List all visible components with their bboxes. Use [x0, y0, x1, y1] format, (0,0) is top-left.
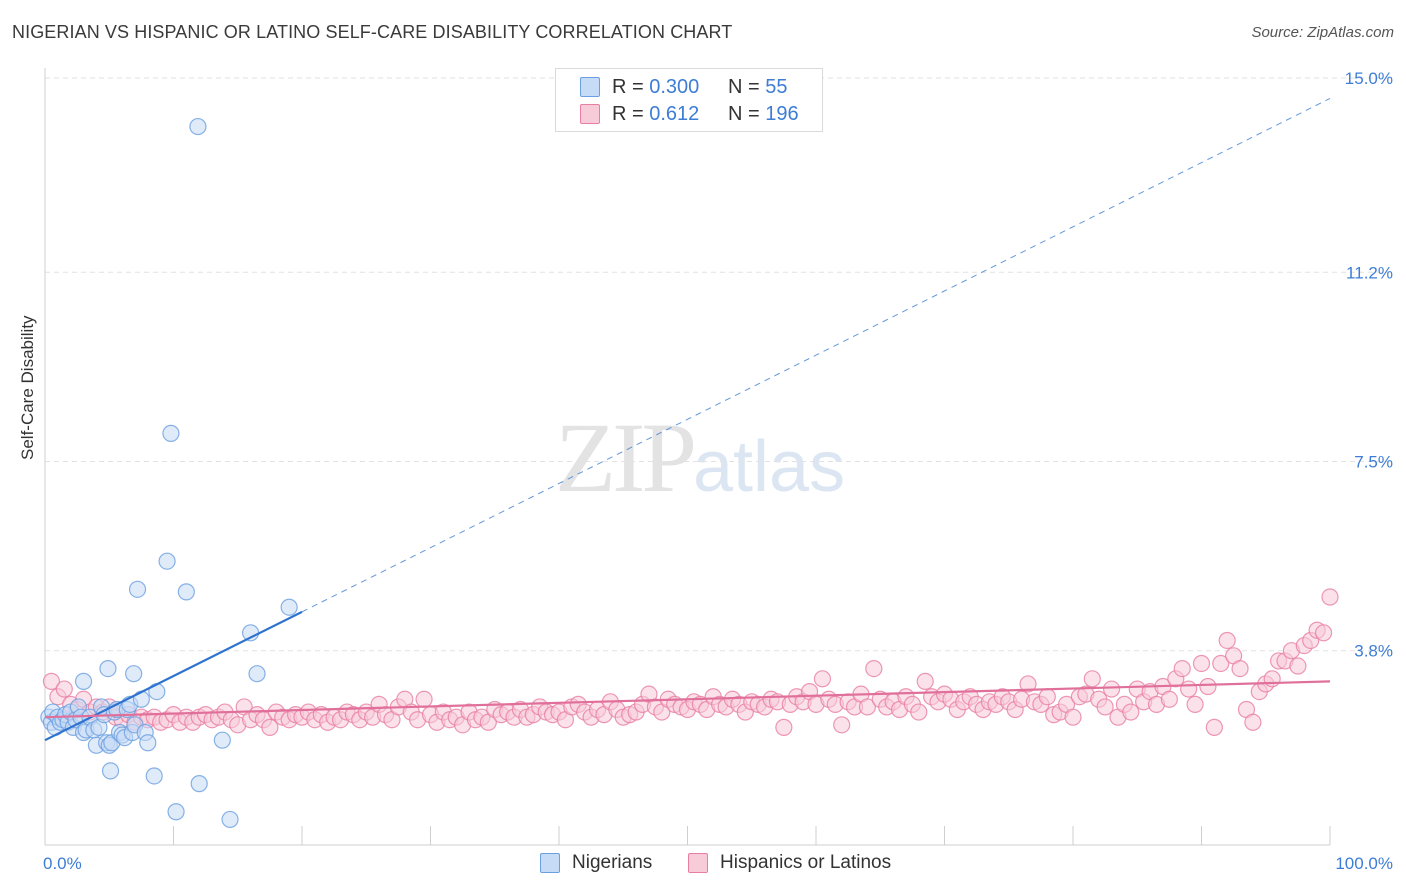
nigerian-point — [125, 665, 143, 683]
nigerian-point — [177, 583, 195, 601]
hispanic-point — [1192, 654, 1211, 673]
nigerian-point — [213, 731, 231, 749]
hispanic-point — [1038, 688, 1056, 706]
legend-r-label: R = — [612, 75, 644, 98]
hispanic-point — [55, 680, 73, 698]
hispanic-point — [415, 690, 433, 708]
legend-swatch-blue — [580, 77, 600, 97]
x-tick-label: 0.0% — [43, 854, 82, 873]
legend-n-label: N = — [728, 102, 760, 125]
hispanic-point — [1205, 718, 1223, 736]
hispanic-point — [775, 718, 793, 736]
nigerian-point — [167, 803, 185, 821]
y-tick-label: 7.5% — [1354, 453, 1393, 472]
hispanic-point — [910, 703, 928, 721]
hispanic-point — [1173, 659, 1191, 678]
nigerian-point — [158, 552, 176, 570]
y-tick-label: 15.0% — [1345, 69, 1393, 88]
hispanic-point — [1321, 588, 1339, 606]
legend-r-value: 0.300 — [649, 75, 700, 98]
nigerian-point — [280, 598, 298, 616]
x-tick-label: 100.0% — [1335, 854, 1393, 873]
watermark: ZIPatlas — [555, 400, 845, 515]
y-axis-label: Self-Care Disability — [18, 315, 37, 460]
nigerian-point — [162, 424, 180, 442]
nigerian-point — [248, 665, 266, 683]
nigerian-point — [221, 810, 239, 829]
hispanic-point — [1186, 695, 1204, 713]
hispanic-point — [865, 659, 883, 678]
y-tick-label: 3.8% — [1354, 642, 1393, 661]
hispanic-point — [916, 672, 934, 690]
hispanic-point — [813, 670, 832, 688]
hispanic-point — [1231, 659, 1249, 678]
hispanic-point — [858, 698, 877, 716]
nigerian-trend-line — [44, 610, 303, 742]
nigerian-point — [190, 775, 208, 793]
chart-title: NIGERIAN VS HISPANIC OR LATINO SELF-CARE… — [12, 22, 733, 42]
hispanic-point — [1019, 675, 1037, 693]
hispanic-point — [1064, 708, 1082, 726]
hispanic-point — [1160, 690, 1178, 708]
hispanic-trend-line — [44, 680, 1331, 719]
legend-n-label: N = — [728, 75, 760, 98]
hispanic-point — [1199, 677, 1217, 696]
hispanic-point — [1263, 670, 1281, 688]
nigerian-point — [99, 659, 117, 678]
stats-legend: R = 0.300 N = 55 R = 0.612 N = 196 — [555, 68, 823, 132]
hispanic-point — [1083, 670, 1101, 688]
hispanic-point — [42, 672, 61, 690]
legend-item-hispanics: Hispanics or Latinos — [688, 852, 891, 874]
legend-r-label: R = — [612, 102, 644, 125]
nigerian-trend-dashed — [301, 98, 1331, 613]
hispanic-point — [833, 716, 851, 734]
hispanic-point — [1180, 680, 1198, 698]
hispanic-point — [1314, 624, 1333, 642]
nigerian-point — [74, 672, 93, 690]
nigerian-point — [145, 767, 163, 785]
legend-swatch-pink — [580, 104, 600, 124]
hispanic-point — [1102, 680, 1121, 698]
legend-item-nigerians: Nigerians — [540, 852, 652, 874]
legend-n-value: 196 — [765, 102, 799, 125]
hispanic-point — [1212, 654, 1230, 673]
nigerian-point — [139, 734, 157, 752]
legend-swatch-hispanics — [688, 853, 708, 873]
nigerian-point — [101, 762, 120, 780]
source-label: Source: ZipAtlas.com — [1251, 24, 1394, 41]
hispanic-point — [1096, 698, 1114, 716]
hispanic-point — [261, 718, 279, 736]
legend-label-hispanics: Hispanics or Latinos — [720, 852, 892, 873]
hispanic-point — [1218, 631, 1236, 650]
hispanic-point — [1289, 657, 1307, 675]
watermark-atlas: atlas — [693, 427, 846, 507]
legend-n-value: 55 — [765, 75, 788, 98]
y-tick-label: 11.2% — [1346, 263, 1393, 282]
watermark-zip: ZIP — [555, 402, 697, 513]
hispanic-point — [1122, 703, 1140, 721]
nigerian-point — [189, 117, 207, 136]
hispanic-point — [1244, 713, 1262, 731]
legend-label-nigerians: Nigerians — [572, 852, 653, 873]
nigerian-point — [128, 580, 147, 598]
legend-swatch-nigerians — [540, 853, 560, 873]
legend-r-value: 0.612 — [649, 102, 700, 125]
